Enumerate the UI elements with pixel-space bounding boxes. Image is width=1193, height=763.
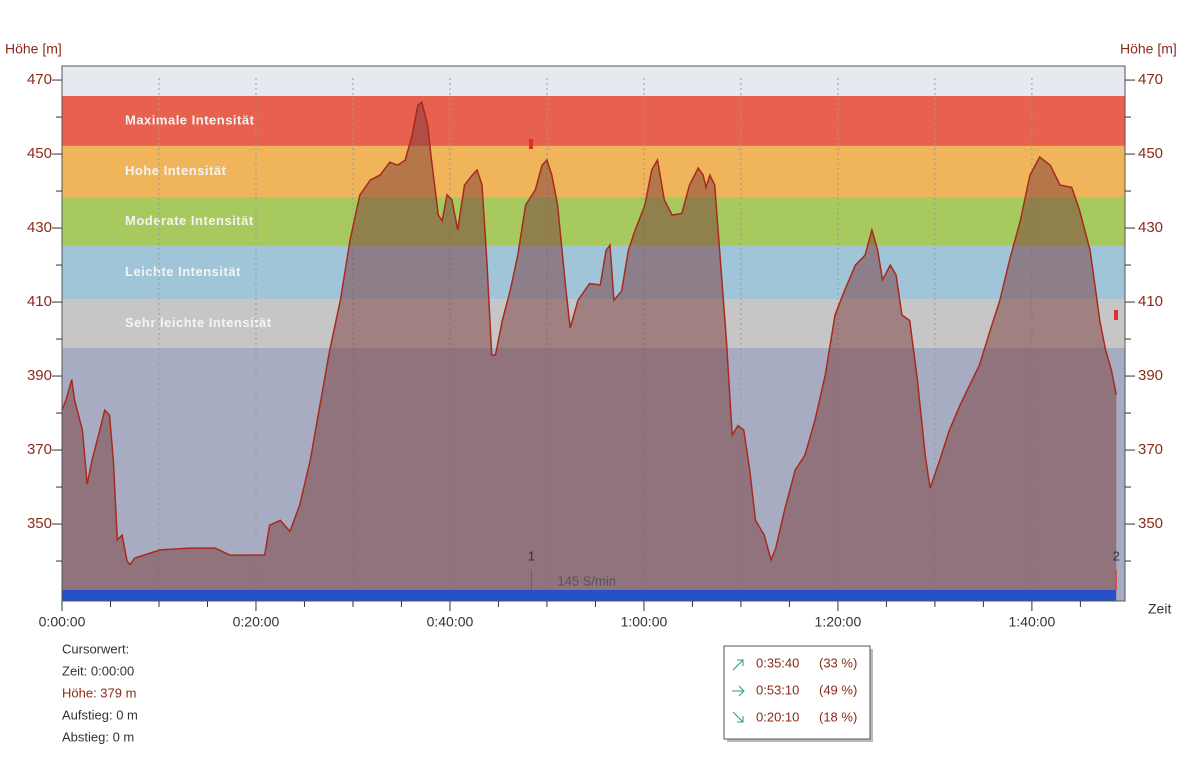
y2-axis-title: Höhe [m] xyxy=(1120,41,1177,57)
marker-flag xyxy=(1114,310,1118,320)
y-tick-label: 350 xyxy=(27,515,52,532)
zone-label: Maximale Intensität xyxy=(125,112,255,127)
cursor-title: Cursorwert: xyxy=(62,641,129,656)
marker-label: 1 xyxy=(528,548,535,563)
y-tick-label: 470 xyxy=(27,71,52,88)
y2-tick-label: 410 xyxy=(1138,293,1163,310)
summary-share: (49 %) xyxy=(819,682,857,697)
axes: 0:00:00 0:20:00 0:40:00 1:00:00 1:20:00 1:40:… xyxy=(27,65,1163,630)
zone-label: Sehr leichte Intensität xyxy=(125,315,272,330)
zone-label: Leichte Intensität xyxy=(125,264,241,279)
y2-tick-label: 350 xyxy=(1138,515,1163,532)
pulse-strip xyxy=(62,590,1116,601)
marker-flag xyxy=(529,139,533,149)
x-axis-title: Zeit xyxy=(1148,601,1171,617)
summary-time: 0:35:40 xyxy=(756,655,799,670)
x-tick-label: 0:20:00 xyxy=(233,614,280,630)
zone-band xyxy=(62,196,1125,247)
elevation-area xyxy=(62,102,1117,602)
summary-box xyxy=(723,645,871,740)
summary-time: 0:53:10 xyxy=(756,682,799,697)
x-tick-label: 1:40:00 xyxy=(1009,614,1056,630)
zone-label: Moderate Intensität xyxy=(125,213,254,228)
y2-tick-label: 470 xyxy=(1138,71,1163,88)
up-arrow xyxy=(732,659,744,671)
elevation-line xyxy=(61,101,1118,566)
y-tick-label: 370 xyxy=(27,441,52,458)
y2-tick-label: 430 xyxy=(1138,219,1163,236)
flat-arrow xyxy=(732,685,745,697)
marker-label: 2 xyxy=(1113,548,1120,563)
cursor-line: Zeit: 0:00:00 xyxy=(62,663,134,678)
y2-tick-label: 450 xyxy=(1138,145,1163,162)
zone-label: Hohe Intensität xyxy=(125,163,227,178)
y2-tick-label: 370 xyxy=(1138,441,1163,458)
y-tick-label: 430 xyxy=(27,219,52,236)
summary-share: (33 %) xyxy=(819,655,857,670)
y-tick-label: 450 xyxy=(27,145,52,162)
y-tick-label: 390 xyxy=(27,367,52,384)
annotation: 145 S/min xyxy=(557,573,616,588)
plot-frame xyxy=(61,65,1126,602)
y2-tick-label: 390 xyxy=(1138,367,1163,384)
y-axis-title: Höhe [m] xyxy=(5,41,62,57)
zone-band xyxy=(62,145,1125,197)
x-tick-label: 0:40:00 xyxy=(427,614,474,630)
cursor-line: Abstieg: 0 m xyxy=(62,729,134,744)
cursor-line: Aufstieg: 0 m xyxy=(62,707,138,722)
x-tick-label: 1:20:00 xyxy=(815,614,862,630)
zone-band xyxy=(62,95,1125,146)
summary-share: (18 %) xyxy=(819,709,857,724)
y-tick-label: 410 xyxy=(27,293,52,310)
area-layer: 1 2 145 S/min xyxy=(61,101,1120,602)
x-tick-label: 1:00:00 xyxy=(621,614,668,630)
summary-time: 0:20:10 xyxy=(756,709,799,724)
cursor-line: Höhe: 379 m xyxy=(62,685,136,700)
down-arrow xyxy=(732,711,744,723)
x-tick-label: 0:00:00 xyxy=(39,614,86,630)
